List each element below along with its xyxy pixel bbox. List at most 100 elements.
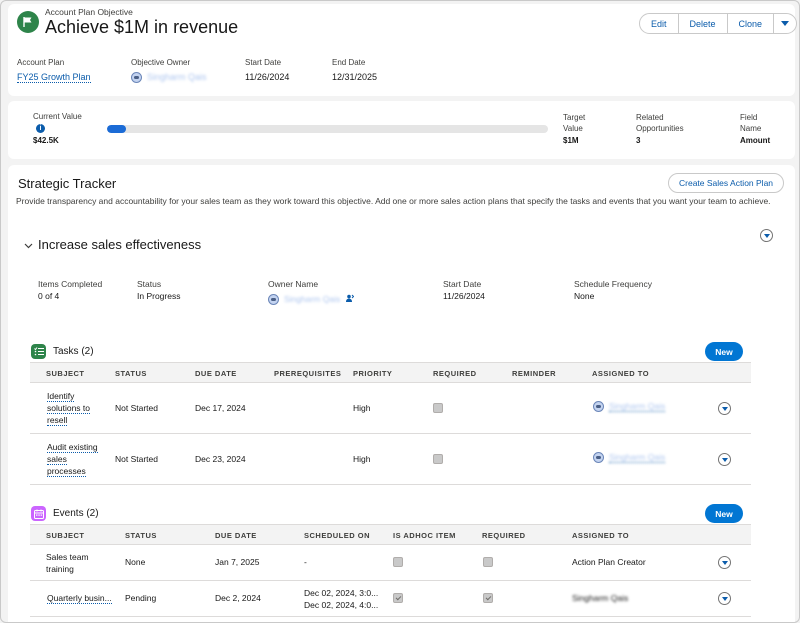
field-label: Name — [740, 124, 762, 133]
tracker-description: Provide transparency and accountability … — [16, 196, 771, 206]
field-value: $1M — [563, 136, 579, 145]
assigned-to-link[interactable]: Singharm Qais — [609, 452, 666, 463]
clone-button[interactable]: Clone — [728, 14, 775, 33]
row-actions-button[interactable] — [718, 592, 731, 605]
field-label: Related — [636, 113, 664, 122]
tasks-list-header: Tasks (2) — [31, 344, 94, 359]
owner-link[interactable]: Singharm Qais — [284, 294, 341, 304]
row-actions-button[interactable] — [718, 402, 731, 415]
account-plan-field: Account Plan FY25 Growth Plan — [17, 58, 91, 83]
new-task-button[interactable]: New — [705, 342, 743, 361]
field-label: Account Plan — [17, 58, 65, 67]
column-header[interactable]: SUBJECT — [46, 369, 85, 378]
column-header[interactable]: SUBJECT — [46, 531, 85, 540]
column-header[interactable]: STATUS — [125, 531, 157, 540]
task-status: Not Started — [115, 403, 158, 413]
field-label: Start Date — [443, 279, 482, 289]
related-opportunities-field: Related Opportunities 3 — [636, 112, 684, 146]
tasks-table: SUBJECT STATUS DUE DATE PREREQUISITES PR… — [30, 362, 751, 485]
event-assigned-to: Singharm Qais — [572, 593, 629, 603]
event-scheduled-on: Dec 02, 2024, 3:0... Dec 02, 2024, 4:0..… — [304, 588, 379, 610]
column-header[interactable]: DUE DATE — [215, 531, 257, 540]
chevron-down-icon — [721, 407, 728, 411]
field-label: Owner Name — [268, 279, 319, 289]
chevron-down-icon — [781, 21, 790, 26]
avatar — [131, 72, 142, 84]
field-label: Objective Owner — [131, 58, 191, 67]
field-label: Items Completed — [38, 279, 103, 289]
task-list-icon — [31, 344, 46, 359]
change-owner-icon[interactable] — [346, 294, 355, 306]
row-actions-button[interactable] — [718, 453, 731, 466]
events-table: SUBJECT STATUS DUE DATE SCHEDULED ON IS … — [30, 524, 751, 617]
task-priority: High — [353, 454, 371, 464]
column-header[interactable]: ASSIGNED TO — [592, 369, 650, 378]
table-header-row: SUBJECT STATUS DUE DATE PREREQUISITES PR… — [30, 362, 751, 383]
table-row: Audit existing sales processes Not Start… — [30, 434, 751, 485]
required-checkbox — [433, 403, 443, 413]
table-header-row: SUBJECT STATUS DUE DATE SCHEDULED ON IS … — [30, 524, 751, 545]
edit-button[interactable]: Edit — [640, 14, 679, 33]
column-header[interactable]: PREREQUISITES — [274, 369, 342, 378]
required-checkbox — [483, 593, 493, 603]
task-subject-link[interactable]: Identify solutions to resell — [47, 391, 90, 426]
field-label: Field — [740, 113, 758, 122]
schedule-frequency-field: Schedule Frequency None — [574, 278, 652, 302]
assigned-to-link[interactable]: Singharm Qais — [609, 401, 666, 412]
row-actions-button[interactable] — [718, 556, 731, 569]
status-field: Status In Progress — [137, 278, 180, 302]
field-value: 3 — [636, 136, 641, 145]
info-icon[interactable]: i — [36, 124, 45, 133]
new-event-button[interactable]: New — [705, 504, 743, 523]
event-subject-link[interactable]: Quarterly busin... — [47, 593, 112, 604]
progress-bar — [107, 125, 548, 133]
page-title: Achieve $1M in revenue — [45, 17, 239, 37]
delete-button[interactable]: Delete — [679, 14, 728, 33]
section-menu-button[interactable] — [760, 229, 773, 242]
event-scheduled-on: - — [304, 557, 307, 567]
objective-owner-field: Objective Owner Singharm Qais — [131, 58, 207, 84]
account-plan-link[interactable]: FY25 Growth Plan — [17, 72, 91, 83]
avatar — [593, 452, 604, 464]
event-subject: Sales team training — [46, 552, 89, 574]
chevron-down-icon[interactable] — [24, 241, 33, 252]
column-header[interactable]: PRIORITY — [353, 369, 393, 378]
column-header[interactable]: SCHEDULED ON — [304, 531, 371, 540]
column-header[interactable]: ASSIGNED TO — [572, 531, 630, 540]
record-header: Account Plan Objective Achieve $1M in re… — [8, 4, 798, 96]
task-priority: High — [353, 403, 371, 413]
field-value: Amount — [740, 136, 771, 145]
required-checkbox — [433, 454, 443, 464]
column-header[interactable]: STATUS — [115, 369, 147, 378]
column-header[interactable]: REQUIRED — [433, 369, 477, 378]
field-label: Schedule Frequency — [574, 279, 652, 289]
field-label: End Date — [332, 58, 366, 67]
column-header[interactable]: REMINDER — [512, 369, 557, 378]
target-value-field: Target Value $1M — [563, 112, 585, 146]
events-list-header: Events (2) — [31, 506, 99, 521]
chevron-down-icon — [721, 458, 728, 462]
adhoc-checkbox — [393, 557, 403, 567]
owner-link[interactable]: Singharm Qais — [147, 72, 207, 82]
objective-flag-icon — [17, 11, 39, 33]
chevron-down-icon — [721, 597, 728, 601]
column-header[interactable]: IS ADHOC ITEM — [393, 531, 456, 540]
task-status: Not Started — [115, 454, 158, 464]
column-header[interactable]: REQUIRED — [482, 531, 526, 540]
event-assigned-to: Action Plan Creator — [572, 557, 646, 567]
field-label: Status — [137, 279, 162, 289]
column-header[interactable]: DUE DATE — [195, 369, 237, 378]
start-date-field: Start Date 11/26/2024 — [443, 278, 485, 302]
progress-bar-fill — [107, 125, 126, 133]
action-plan-title[interactable]: Increase sales effectiveness — [38, 237, 202, 252]
field-value: 12/31/2025 — [332, 72, 378, 82]
field-value: None — [574, 291, 595, 301]
field-label: Value — [563, 124, 583, 133]
create-sales-action-plan-button[interactable]: Create Sales Action Plan — [668, 173, 785, 193]
progress-card: Current Value i $42.5K Target Value $1M … — [8, 101, 795, 159]
tracker-title: Strategic Tracker — [18, 176, 117, 191]
task-subject-link[interactable]: Audit existing sales processes — [47, 442, 98, 477]
more-actions-button[interactable] — [774, 14, 796, 33]
field-value: 11/26/2024 — [245, 72, 290, 82]
